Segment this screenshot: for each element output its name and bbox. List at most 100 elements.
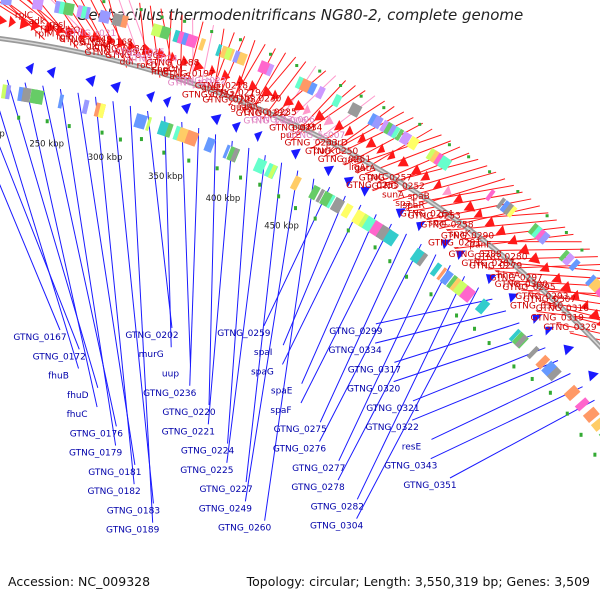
gc-marker [488,170,492,174]
lower-gene-label: GTNG_0167 [13,333,66,343]
upper-leader-line [562,313,600,325]
lower-leader-line [449,399,595,479]
lower-leader-line [129,105,154,523]
inner-category-block [541,360,558,377]
lower-leader-line [337,265,451,481]
outer-category-block [62,2,75,17]
upper-gene-label: GTNG_0329 [543,323,597,333]
reverse-gene-arrow [441,239,452,250]
forward-gene-arrow [323,114,334,126]
forward-gene-arrow [79,28,91,40]
outer-category-block [390,126,401,139]
upper-leader-line [323,106,395,158]
inner-category-block [340,202,354,219]
upper-gene-label: purD [326,139,348,149]
gc-marker [258,182,262,187]
gc-marker [295,64,299,68]
forward-gene-arrow [293,99,305,111]
lower-leader-line [226,155,266,463]
inner-category-block [351,209,367,227]
lower-gene-label: fhuD [67,391,89,401]
scale-label: 450 kbp [264,221,299,231]
lower-gene-label: GTNG_0282 [311,502,364,512]
outer-category-block [371,115,384,130]
reverse-gene-arrow [416,221,426,232]
outer-category-block [331,93,343,108]
outer-category-block [398,131,413,146]
forward-gene-arrow [596,321,600,326]
reverse-gene-arrow [343,176,354,188]
forward-gene-arrow [220,69,231,81]
upper-leader-line [569,332,600,341]
upper-leader-line [315,95,376,142]
upper-gene-label: rocD [137,61,158,71]
lower-gene-label: GTNG_0224 [181,447,235,457]
gc-marker [139,137,143,142]
outer-category-block [236,51,248,66]
forward-gene-arrow [463,200,476,212]
inner-category-block [326,194,336,209]
lower-gene-label: GTNG_0182 [88,487,141,497]
upper-leader-line [549,304,600,319]
upper-gene-label: GTNG_0188 [146,58,200,68]
upper-leader-line [249,56,297,112]
forward-gene-arrow [579,299,589,309]
lower-gene-label: GTNG_0334 [328,346,382,356]
gc-marker [429,292,433,297]
lower-leader-line [245,162,283,483]
inner-category-block [289,175,302,191]
upper-gene-label: GTNG_0230 [228,94,282,104]
lower-gene-label: fhuB [48,372,69,382]
inner-category-block [546,366,562,382]
lower-leader-line [24,82,98,408]
forward-gene-arrow [495,225,506,235]
upper-leader-line [426,198,532,221]
upper-leader-line [80,0,107,49]
upper-gene-label: GTNG_0310 [510,301,564,311]
upper-gene-label: panF [469,241,491,251]
upper-leader-line [139,2,148,72]
lower-gene-label: GTNG_0225 [180,466,233,476]
upper-leader-line [100,0,133,62]
gc-marker [139,8,143,12]
upper-leader-line [233,40,256,99]
lower-gene-label: GTNG_0277 [292,464,345,474]
gc-marker [102,0,106,4]
gc-marker [183,19,187,23]
inner-category-block [514,334,528,348]
forward-gene-arrow [473,208,483,218]
forward-gene-arrow [333,119,344,131]
gc-marker [405,274,409,279]
upper-gene-label: GTNG_23s006 [251,116,315,126]
lower-gene-label: GTNG_0322 [366,423,419,433]
upper-leader-line [536,310,600,321]
forward-gene-arrow [441,185,452,196]
upper-leader-line [557,323,600,334]
upper-gene-label: GTNG_0264 [400,210,454,220]
upper-gene-label: GTNG_0295 [502,283,555,293]
upper-gene-label: GTNG_t021 [65,29,116,39]
reverse-gene-arrow [46,66,56,79]
gc-marker [100,130,104,135]
upper-leader-line [179,14,183,82]
lower-leader-line [282,195,346,346]
upper-gene-label: purE [280,131,301,141]
gc-marker [162,150,166,155]
outer-category-block [159,25,172,40]
upper-gene-label: GTNG_0190 [105,51,159,61]
forward-gene-arrow [314,109,326,121]
lower-gene-label: GTNG_0351 [403,481,456,491]
scale-label: 400 kbp [206,194,241,204]
lower-leader-line [244,170,299,502]
outer-category-block [406,135,421,151]
scale-label: 250 kbp [29,140,64,150]
upper-gene-label: GTNG_0235 [243,108,296,118]
gc-marker [359,94,363,98]
lower-gene-label: GTNG_0179 [69,449,123,459]
inner-category-block [409,247,427,266]
forward-gene-arrow [141,43,154,56]
inner-category-block [590,417,600,432]
gc-marker [580,248,584,252]
lower-leader-line [147,110,173,329]
reverse-gene-arrow [508,293,519,303]
